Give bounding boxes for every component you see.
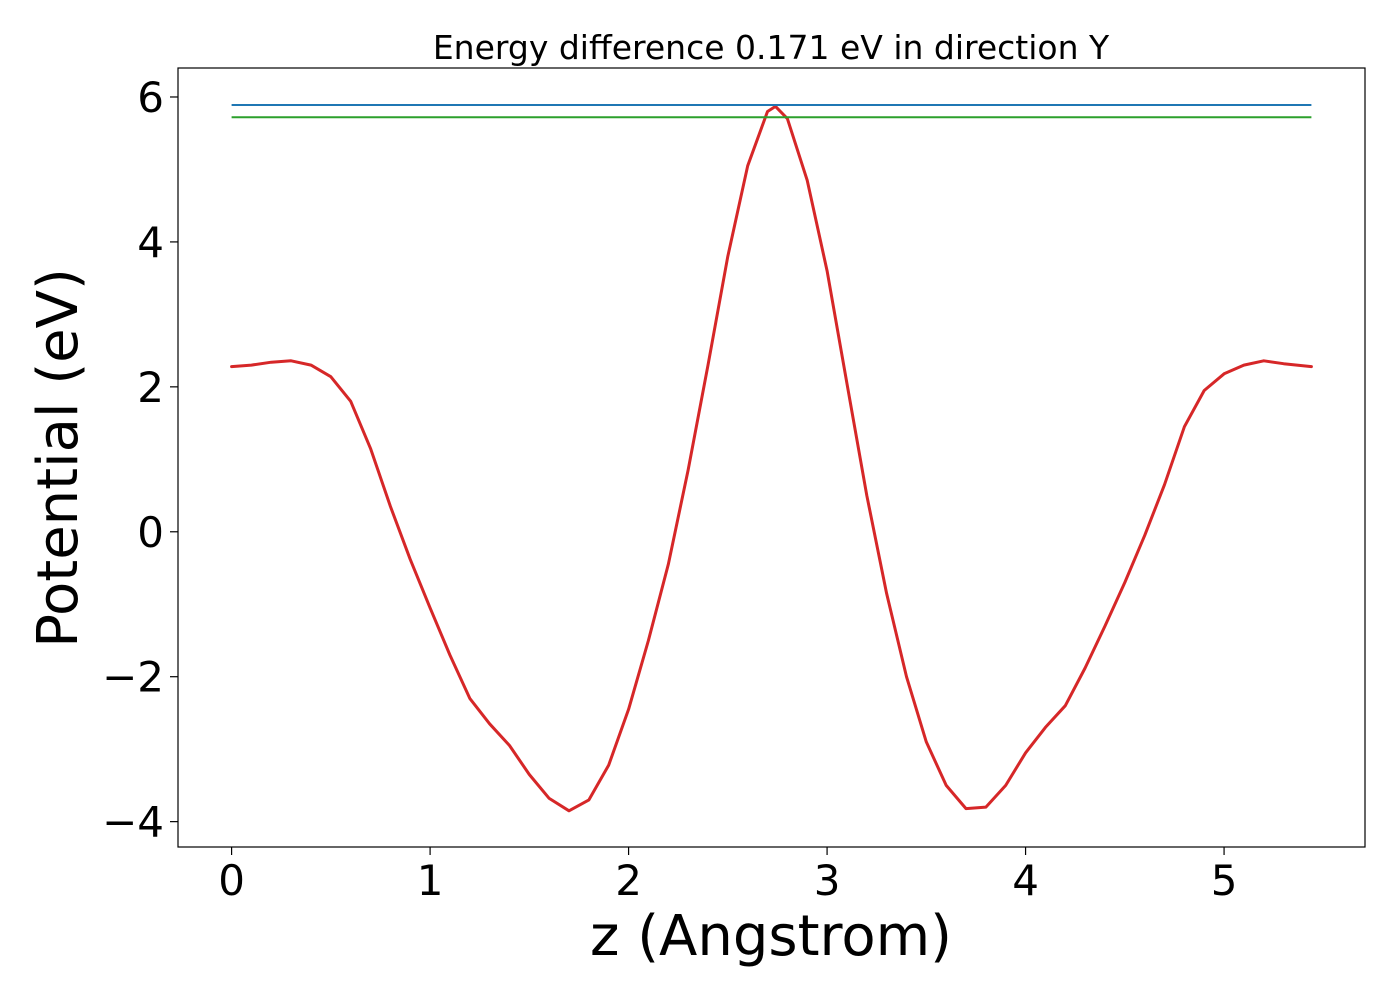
x-tick-label: 5 bbox=[1211, 856, 1238, 905]
y-tick-label: −4 bbox=[102, 798, 164, 847]
y-tick-label: 6 bbox=[137, 73, 164, 122]
x-tick-label: 2 bbox=[615, 856, 642, 905]
potential-curve bbox=[230, 104, 1313, 813]
x-tick-label: 4 bbox=[1012, 856, 1039, 905]
x-axis-label: z (Angstrom) bbox=[590, 904, 952, 969]
y-tick-label: 0 bbox=[137, 508, 164, 557]
y-axis-label: Potential (eV) bbox=[26, 268, 91, 648]
y-tick-label: 4 bbox=[137, 218, 164, 267]
y-tick-label: 2 bbox=[137, 363, 164, 412]
chart-title: Energy difference 0.171 eV in direction … bbox=[433, 28, 1110, 67]
x-tick-label: 0 bbox=[218, 856, 245, 905]
y-axis-ticks: −4 −2 0 2 4 6 bbox=[102, 73, 178, 847]
x-tick-label: 3 bbox=[814, 856, 841, 905]
x-tick-label: 1 bbox=[417, 856, 444, 905]
x-axis-ticks: 0 1 2 3 4 5 bbox=[218, 847, 1237, 905]
y-tick-label: −2 bbox=[102, 653, 164, 702]
axes-frame bbox=[177, 67, 1366, 848]
plot-area bbox=[230, 103, 1313, 813]
